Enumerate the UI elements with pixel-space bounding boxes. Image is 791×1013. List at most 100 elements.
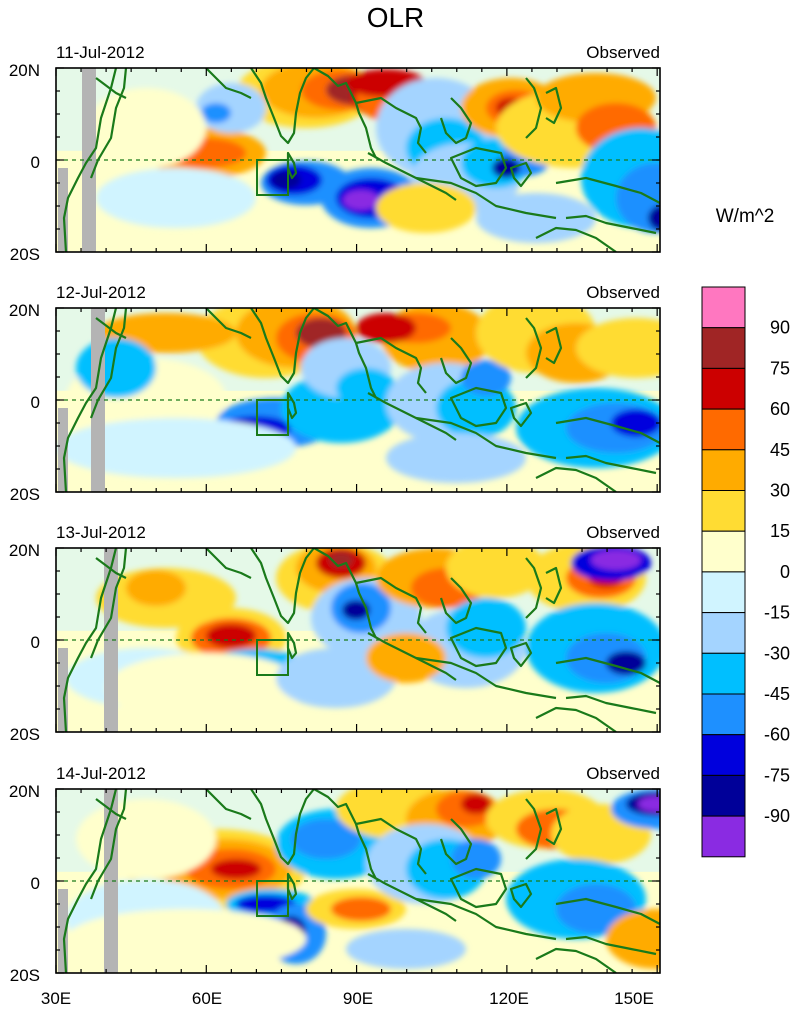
coastline xyxy=(313,789,377,880)
coastline xyxy=(250,548,315,625)
coastlines xyxy=(62,68,660,252)
coastline xyxy=(89,548,128,659)
figure-title: OLR xyxy=(366,2,425,33)
coastline xyxy=(439,577,473,625)
coastline xyxy=(555,656,660,684)
longitude-labels: 30E 60E 90E 120E 150E xyxy=(41,989,654,1008)
lon-label-150e: 150E xyxy=(614,989,654,1008)
axis-ticks xyxy=(55,788,660,974)
coastline xyxy=(95,557,127,579)
coastline xyxy=(509,401,533,428)
colorbar-swatch xyxy=(701,612,746,654)
coastline xyxy=(415,416,557,460)
latitude-labels: 20N 0 20S 20N 0 20S 20N 0 20S 20N 0 20S xyxy=(9,61,40,985)
coastline xyxy=(355,336,427,394)
olr-anomaly-region xyxy=(106,653,306,723)
colorbar-label: -45 xyxy=(764,684,790,704)
coastline xyxy=(415,176,557,220)
coastline xyxy=(355,576,427,634)
colorbar-swatch xyxy=(701,367,746,410)
coastline xyxy=(313,548,377,639)
lon-label-60e: 60E xyxy=(192,989,222,1008)
coastline xyxy=(205,308,252,339)
region-box xyxy=(256,880,289,917)
colorbar-label: -90 xyxy=(764,806,790,826)
colorbar-swatch xyxy=(701,327,746,369)
panel-source-label: Observed xyxy=(586,523,660,542)
coastline xyxy=(415,897,557,941)
lon-label-30e: 30E xyxy=(41,989,71,1008)
lat-label-eq: 0 xyxy=(31,633,40,652)
colorbar-swatch xyxy=(701,490,746,532)
coastline xyxy=(62,548,118,732)
colorbar-label: -15 xyxy=(764,603,790,623)
panel-source-label: Observed xyxy=(586,43,660,62)
colorbar-swatch xyxy=(701,652,746,695)
coastline xyxy=(439,337,473,385)
colorbar-label: 60 xyxy=(770,399,790,419)
coastline xyxy=(565,454,657,475)
olr-field xyxy=(56,548,660,732)
coastline xyxy=(439,97,473,145)
lat-label-eq: 0 xyxy=(31,874,40,893)
olr-field xyxy=(56,789,660,973)
panel-date: 14-Jul-2012 xyxy=(56,764,146,783)
coastline xyxy=(535,947,617,973)
coastline xyxy=(250,789,315,866)
colorbar-label: -30 xyxy=(764,643,790,663)
olr-anomaly-region xyxy=(606,909,660,969)
colorbar-swatch xyxy=(701,449,746,491)
lat-label-20s: 20S xyxy=(10,966,40,985)
olr-contours xyxy=(66,548,660,723)
coastline xyxy=(509,641,533,668)
olr-anomaly-region xyxy=(211,859,261,879)
coastline xyxy=(355,817,427,875)
olr-anomaly-region xyxy=(476,193,596,243)
olr-anomaly-region xyxy=(276,648,396,708)
coastline xyxy=(449,146,508,188)
olr-anomaly-region xyxy=(342,600,370,620)
coastline xyxy=(535,466,617,492)
olr-anomaly-region xyxy=(591,550,641,570)
olr-field xyxy=(56,68,660,252)
coastline xyxy=(525,77,543,139)
coastline xyxy=(509,882,533,909)
missing-data-column xyxy=(58,889,68,973)
coastline xyxy=(509,161,533,188)
axis-ticks xyxy=(55,547,660,733)
coastline xyxy=(449,626,508,668)
map-panel-13-jul: 13-Jul-2012 Observed xyxy=(55,523,661,733)
missing-data-column xyxy=(58,648,68,732)
lat-label-20n: 20N xyxy=(9,301,40,320)
coastlines xyxy=(62,308,660,492)
colorbar-label: 45 xyxy=(770,440,790,460)
missing-data-column xyxy=(58,408,68,492)
coastline xyxy=(250,308,315,385)
coastline xyxy=(250,68,315,145)
olr-anomaly-region xyxy=(461,794,491,814)
colorbar-swatch xyxy=(701,530,746,573)
coastline xyxy=(525,798,543,860)
olr-anomaly-region xyxy=(356,313,416,343)
coastline xyxy=(205,68,252,99)
coastlines xyxy=(62,548,660,732)
panel-source-label: Observed xyxy=(586,764,660,783)
panel-date: 12-Jul-2012 xyxy=(56,283,146,302)
olr-anomaly-region xyxy=(648,204,660,232)
olr-anomaly-region xyxy=(86,88,206,168)
region-box xyxy=(256,399,289,436)
colorbar-label: 0 xyxy=(780,562,790,582)
lon-label-120e: 120E xyxy=(489,989,529,1008)
coastline xyxy=(89,68,128,179)
coastline xyxy=(545,86,563,125)
coastline xyxy=(525,557,543,619)
olr-field xyxy=(56,308,660,492)
panel-source-label: Observed xyxy=(586,283,660,302)
olr-anomaly-region xyxy=(386,433,526,483)
olr-contours xyxy=(56,308,660,483)
map-panel-11-jul: 11-Jul-2012 Observed xyxy=(55,43,661,253)
colorbar-swatch xyxy=(701,815,746,858)
coastline xyxy=(555,416,660,444)
lat-label-20n: 20N xyxy=(9,782,40,801)
